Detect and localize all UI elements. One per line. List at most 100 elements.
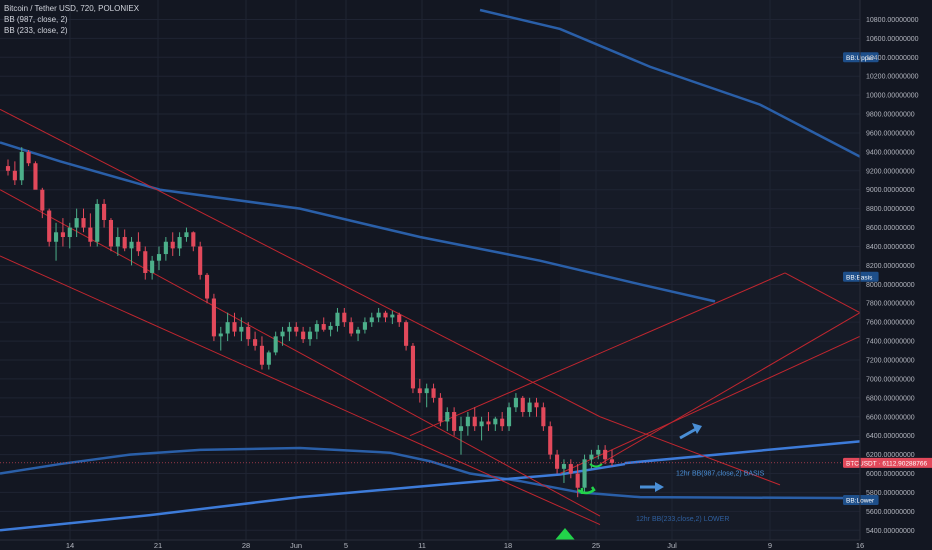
time-tick-label: 25 [592,541,600,550]
candle-body [520,397,525,413]
candle-body [307,331,313,340]
candle-body [294,326,299,332]
candle-body [390,314,395,318]
price-tick-label: 6400.00000000 [866,433,915,440]
candle-body [376,312,381,318]
time-tick-label: 16 [856,541,864,550]
price-tick-label: 9000.00000000 [866,187,915,194]
last-price-tag-bg [843,457,932,468]
candle-body [204,274,210,299]
up-arrow-shaft [679,427,697,440]
candle-body [143,251,148,273]
time-tick-label: Jul [667,541,677,550]
candle-body [527,402,532,413]
candle-body [493,418,498,425]
candle-body [506,407,512,427]
candle-body [603,449,608,460]
candle-body [369,317,374,323]
candle-body [102,203,107,220]
price-tick-label: 8600.00000000 [866,225,915,232]
candle-body [568,464,573,474]
price-tick-label: 10600.00000000 [866,36,919,43]
candle-body [74,218,79,228]
bb-upper-tag[interactable]: BB:Upper [843,52,879,63]
price-tick-label: 5400.00000000 [866,528,915,535]
symbol-title[interactable]: Bitcoin / Tether USD, 720, POLONIEX [4,4,140,13]
candle-body [328,325,333,330]
candlesticks[interactable] [5,147,615,498]
bb-upper-tag-text: BB:Upper [846,55,875,62]
candle-body [170,241,175,249]
time-tick-label: 18 [504,541,512,550]
candle-body [362,322,367,330]
pitchfork-median [559,335,861,474]
candle-body [301,331,306,340]
time-tick-label: 28 [242,541,250,550]
candle-body [81,218,86,228]
candle-body [122,237,127,249]
time-axis[interactable]: 14 21 28 Jun 5 11 18 25 Jul 9 16 [0,539,864,550]
bb-233-label[interactable]: BB (233, close, 2) [4,26,68,35]
bb-lower-tag[interactable]: BB:Lower [843,495,879,505]
last-price-tag[interactable]: BTCUSDT · 6112.90288766 [843,457,932,468]
price-tick-label: 7600.00000000 [866,320,915,327]
candle-body [246,326,251,340]
candle-body [321,324,326,330]
buy-signal-triangle [555,528,575,540]
candle-body [225,322,230,334]
price-tick-label: 10200.00000000 [866,74,919,81]
candle-body [287,326,292,332]
candle-body [431,388,436,398]
candle-body [60,232,65,238]
bounce-mark-high [589,463,603,468]
price-tick-label: 8400.00000000 [866,244,915,251]
candle-body [129,241,134,249]
price-axis[interactable]: 10800.00000000 10600.00000000 10400.000000… [859,0,919,540]
candle-body [184,232,189,238]
price-tick-label: 5600.00000000 [866,509,915,516]
price-tick-label: 7200.00000000 [866,358,915,365]
bb-basis-tag[interactable]: BB:Basis [843,271,879,282]
candle-body [191,232,196,247]
pitchfork-upper [409,272,786,437]
candle-body [479,421,484,427]
candle-body [472,416,477,427]
time-tick-label: 14 [66,541,74,550]
candle-body [211,298,216,337]
candle-body [500,418,505,427]
trend-channels [0,108,861,526]
candle-body [156,254,162,261]
bb-basis-tag-bg [843,271,879,282]
bb-233-basis-line [0,141,716,303]
candle-body [589,454,594,460]
candle-body [12,170,17,181]
candle-body [19,151,24,181]
price-tick-label: 6200.00000000 [866,452,915,459]
candle-body [253,339,258,346]
candle-body [355,329,361,334]
price-tick-label: 8200.00000000 [866,263,915,270]
candle-body [410,345,416,389]
price-tick-label: 9400.00000000 [866,149,915,156]
price-tick-label: 10800.00000000 [866,17,919,24]
price-tick-label: 10000.00000000 [866,93,919,100]
pitchfork-handle [784,272,861,314]
price-tick-label: 7400.00000000 [866,339,915,346]
candle-body [53,232,59,242]
channel-mid-line [0,189,601,517]
candle-body [383,312,388,318]
time-tick-label: 5 [344,541,348,550]
candle-body [438,397,443,422]
price-tick-label: 6800.00000000 [866,395,915,402]
bounce-mark-low [577,486,596,495]
bb-upper-tag-bg [843,52,879,63]
candle-body [397,314,402,323]
bb-987-label[interactable]: BB (987, close, 2) [4,15,68,24]
candle-body [349,322,354,334]
candle-body [280,331,285,337]
candle-body [67,227,72,238]
candle-body [417,388,422,394]
candle-body [575,473,580,488]
channel-lower-line [0,255,601,526]
